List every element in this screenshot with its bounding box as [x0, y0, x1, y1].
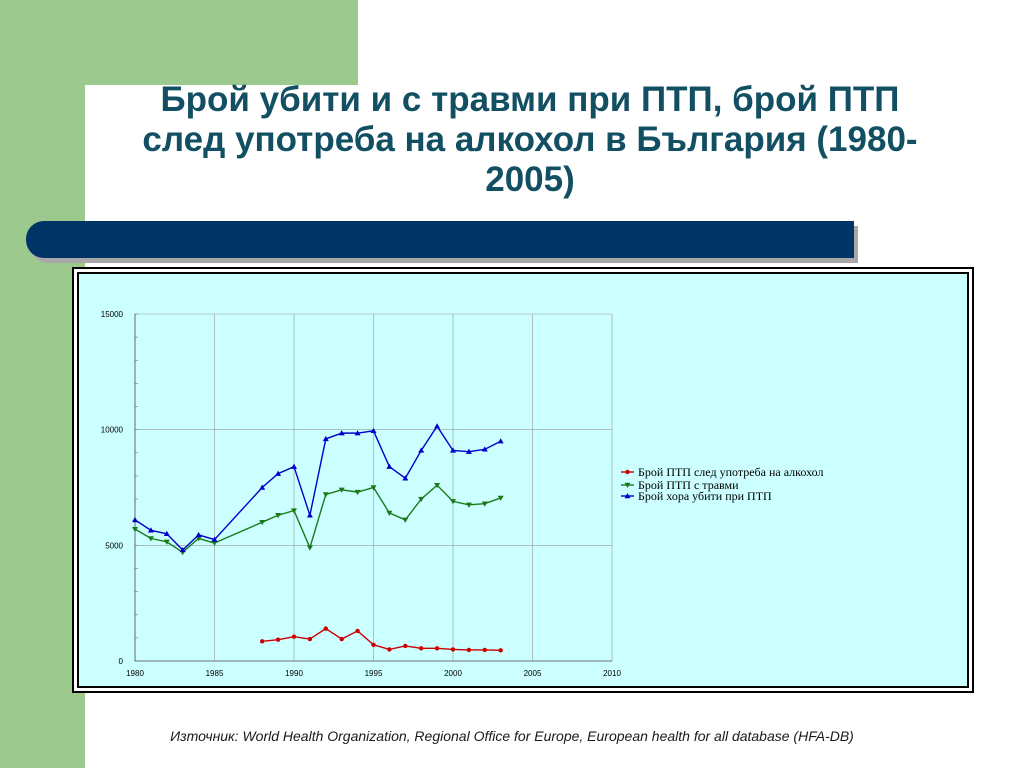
data-point	[211, 540, 218, 547]
data-point	[163, 530, 170, 536]
series-line	[134, 484, 501, 554]
legend-label: Брой ПТП след употреба на алкохол	[638, 465, 823, 479]
data-point	[434, 482, 441, 489]
data-point	[291, 463, 297, 469]
data-point	[481, 501, 488, 507]
data-point	[434, 423, 441, 429]
source-note: Източник: World Health Organization, Reg…	[170, 728, 854, 744]
title-line-1: Брой убити и с травми при ПТП, брой ПТП	[160, 80, 900, 119]
data-point	[370, 427, 377, 434]
y-tick-label: 10000	[101, 426, 124, 435]
title-line-3: 2005)	[485, 160, 575, 199]
data-point	[323, 626, 328, 631]
data-point	[402, 517, 409, 523]
data-point	[450, 447, 456, 453]
data-point	[338, 430, 345, 436]
data-point	[195, 531, 202, 538]
y-tick-label: 0	[119, 657, 124, 666]
data-point	[386, 463, 393, 469]
series-line	[134, 424, 502, 551]
data-point	[291, 634, 297, 639]
data-point	[434, 646, 440, 651]
data-point	[307, 636, 313, 642]
x-tick-label: 1990	[285, 669, 303, 678]
data-point	[211, 536, 218, 542]
data-point	[354, 430, 361, 436]
legend-label: Брой хора убити при ПТП	[638, 489, 772, 503]
data-point	[306, 545, 313, 551]
data-point	[163, 539, 170, 545]
chart-frame: 1980 1985 1990 1995 2000 2005 2010 0 5000 10000 15…	[72, 267, 974, 693]
chart-plot-area: 1980 1985 1990 1995 2000 2005 2010 0 5000 10000 15…	[77, 272, 969, 688]
data-point	[419, 646, 424, 651]
data-point	[147, 536, 154, 542]
data-point	[354, 489, 361, 496]
data-point	[481, 446, 488, 452]
data-point	[179, 546, 186, 553]
data-point	[291, 508, 297, 514]
data-point	[386, 510, 393, 516]
data-point	[497, 495, 504, 501]
data-point	[371, 642, 376, 648]
data-point	[465, 448, 472, 454]
data-point	[339, 636, 344, 642]
y-tick-label: 15000	[101, 310, 124, 319]
legend-label: Брой ПТП с травми	[638, 478, 739, 492]
line-chart: 1980 1985 1990 1995 2000 2005 2010 0 5000 10000 15…	[101, 310, 824, 678]
x-tick-label: 1995	[365, 669, 383, 678]
data-point	[498, 648, 503, 653]
data-point	[370, 485, 377, 491]
data-point	[418, 447, 425, 453]
y-tick-label: 5000	[105, 541, 123, 550]
data-point	[482, 647, 487, 653]
data-point	[132, 516, 138, 523]
data-point	[450, 499, 456, 505]
series-line	[262, 627, 501, 652]
data-point	[132, 526, 138, 533]
data-point	[260, 639, 265, 644]
data-point	[466, 647, 472, 653]
data-point	[275, 470, 282, 476]
x-tick-label: 1980	[126, 669, 144, 678]
data-point	[259, 520, 266, 526]
data-point	[195, 536, 202, 542]
x-tick-label: 2010	[603, 669, 621, 678]
x-tick-label: 2005	[524, 669, 542, 678]
data-point	[306, 512, 313, 518]
data-point	[465, 502, 472, 508]
divider-bar	[26, 221, 854, 258]
data-point	[355, 628, 360, 634]
data-point	[275, 637, 281, 642]
data-point	[624, 482, 631, 488]
data-point	[275, 513, 282, 519]
data-point	[387, 647, 392, 652]
data-point	[147, 527, 154, 533]
top-accent-block	[85, 0, 358, 85]
left-accent-band	[0, 0, 85, 768]
x-tick-label: 1985	[206, 669, 224, 678]
data-point	[322, 492, 329, 498]
data-point	[322, 435, 329, 442]
data-point	[338, 487, 345, 493]
x-tick-label: 2000	[444, 669, 462, 678]
data-point	[450, 647, 456, 652]
data-point	[418, 496, 425, 503]
data-point	[497, 438, 504, 444]
slide-title: Брой убити и с травми при ПТП, брой ПТП …	[110, 80, 950, 200]
data-point	[625, 469, 630, 475]
data-point	[624, 493, 631, 499]
data-point	[403, 643, 408, 649]
data-point	[402, 475, 409, 481]
title-line-2: след употреба на алкохол в България (198…	[142, 120, 918, 159]
data-point	[259, 484, 266, 490]
